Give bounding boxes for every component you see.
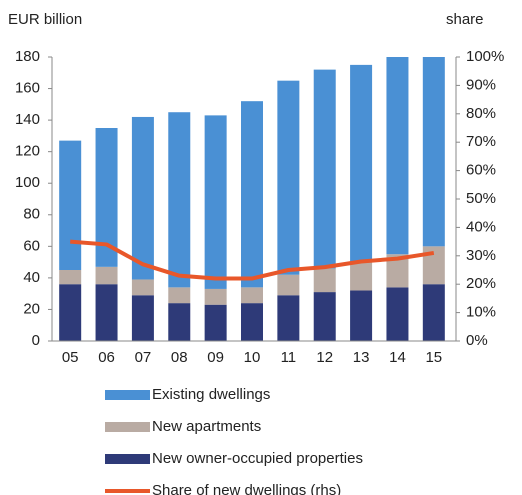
legend-swatch — [105, 390, 150, 400]
x-tick-label: 07 — [135, 349, 152, 366]
y-tick-label: 180 — [15, 48, 40, 65]
bar — [350, 290, 373, 341]
bar — [350, 262, 373, 291]
bar — [241, 101, 263, 288]
bar — [277, 80, 300, 275]
y2-tick-label: 80% — [466, 105, 496, 122]
x-tick-label: 13 — [353, 349, 370, 366]
bar — [350, 64, 373, 263]
bar — [313, 69, 336, 269]
y-tick-label: 0 — [32, 332, 40, 349]
bar — [204, 115, 227, 289]
y-tick-label: 120 — [15, 143, 40, 160]
y2-tick-label: 100% — [466, 48, 504, 65]
x-tick-label: 12 — [316, 349, 333, 366]
y-tick-label: 100 — [15, 174, 40, 191]
bar — [131, 279, 154, 296]
bar — [313, 292, 336, 341]
bar — [95, 266, 118, 285]
bar — [241, 287, 263, 304]
bar — [168, 303, 191, 341]
line — [70, 239, 435, 281]
x-tick-label: 06 — [98, 349, 115, 366]
x-tick-label: 09 — [207, 349, 224, 366]
bar — [95, 128, 118, 267]
legend-label: New apartments — [152, 418, 261, 435]
bar — [168, 287, 191, 304]
y2-tick-label: 0% — [466, 332, 488, 349]
bar — [277, 295, 300, 341]
bar — [131, 295, 154, 341]
bar — [168, 112, 191, 288]
bar — [59, 284, 82, 341]
y-tick-label: 140 — [15, 111, 40, 128]
bar — [59, 140, 82, 270]
bar — [204, 304, 227, 341]
bar — [422, 246, 445, 285]
y-axis-label: EUR billion — [8, 11, 82, 28]
bar — [95, 284, 118, 341]
y2-tick-label: 30% — [466, 247, 496, 264]
x-tick-label: 15 — [425, 349, 442, 366]
y2-tick-label: 50% — [466, 190, 496, 207]
x-tick-label: 08 — [171, 349, 188, 366]
x-tick-label: 05 — [62, 349, 79, 366]
legend-label: Share of new dwellings (rhs) — [152, 482, 341, 495]
bar — [204, 288, 227, 305]
y2-tick-label: 70% — [466, 133, 496, 150]
bar — [422, 284, 445, 341]
y2-tick-label: 40% — [466, 218, 496, 235]
bar — [59, 270, 82, 285]
legend-label: Existing dwellings — [152, 386, 270, 403]
x-tick-label: 14 — [389, 349, 406, 366]
legend-swatch — [105, 454, 150, 464]
y-tick-label: 40 — [23, 269, 40, 286]
legend-swatch — [105, 422, 150, 432]
y2-tick-label: 10% — [466, 304, 496, 321]
bar — [313, 268, 336, 293]
bar — [131, 116, 154, 280]
bar — [386, 287, 409, 341]
bar — [241, 303, 263, 341]
x-tick-label: 11 — [281, 349, 297, 366]
legend-label: New owner-occupied properties — [152, 450, 363, 467]
y2-tick-label: 60% — [466, 162, 496, 179]
bar — [277, 274, 300, 296]
bar — [386, 57, 409, 255]
bar — [386, 254, 409, 288]
y2-tick-label: 20% — [466, 275, 496, 292]
y2-axis-label: share — [446, 11, 484, 28]
y-tick-label: 60 — [23, 237, 40, 254]
y2-tick-label: 90% — [466, 76, 496, 93]
y-tick-label: 160 — [15, 80, 40, 97]
bar — [422, 57, 445, 247]
y-tick-label: 20 — [23, 300, 40, 317]
x-tick-label: 10 — [244, 349, 261, 366]
y-tick-label: 80 — [23, 206, 40, 223]
